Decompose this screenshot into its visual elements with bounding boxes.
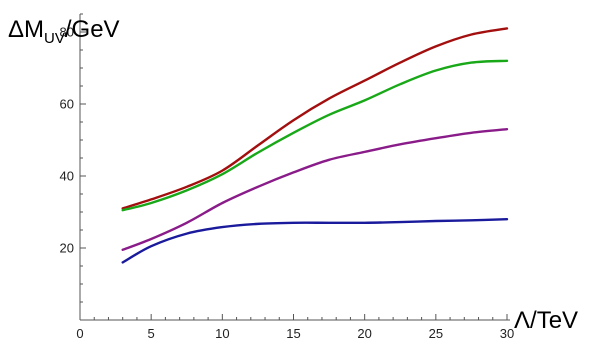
x-tick-label: 5 — [148, 326, 155, 339]
axes — [79, 14, 510, 321]
series-line-1 — [121, 27, 509, 210]
y-axis-title: ΔMUV/GeV — [8, 16, 120, 47]
series-line-2 — [121, 59, 509, 212]
x-tick-label: 25 — [429, 326, 443, 339]
y-tick-label: 80 — [60, 25, 74, 40]
ticks: 0 5 10 15 20 25 30 20 40 60 80 — [60, 13, 514, 339]
series-line-4 — [121, 218, 509, 264]
x-tick-label: 10 — [215, 326, 229, 339]
x-tick-label: 15 — [286, 326, 300, 339]
x-tick-label: 0 — [76, 326, 83, 339]
y-tick-label: 60 — [60, 97, 74, 112]
series-lines — [121, 27, 509, 264]
x-axis-title: Λ/TeV — [514, 307, 578, 334]
y-tick-label: 40 — [60, 169, 74, 184]
series-line-3 — [121, 127, 509, 251]
x-tick-label: 20 — [357, 326, 371, 339]
y-tick-label: 20 — [60, 241, 74, 256]
x-tick-label: 30 — [500, 326, 514, 339]
